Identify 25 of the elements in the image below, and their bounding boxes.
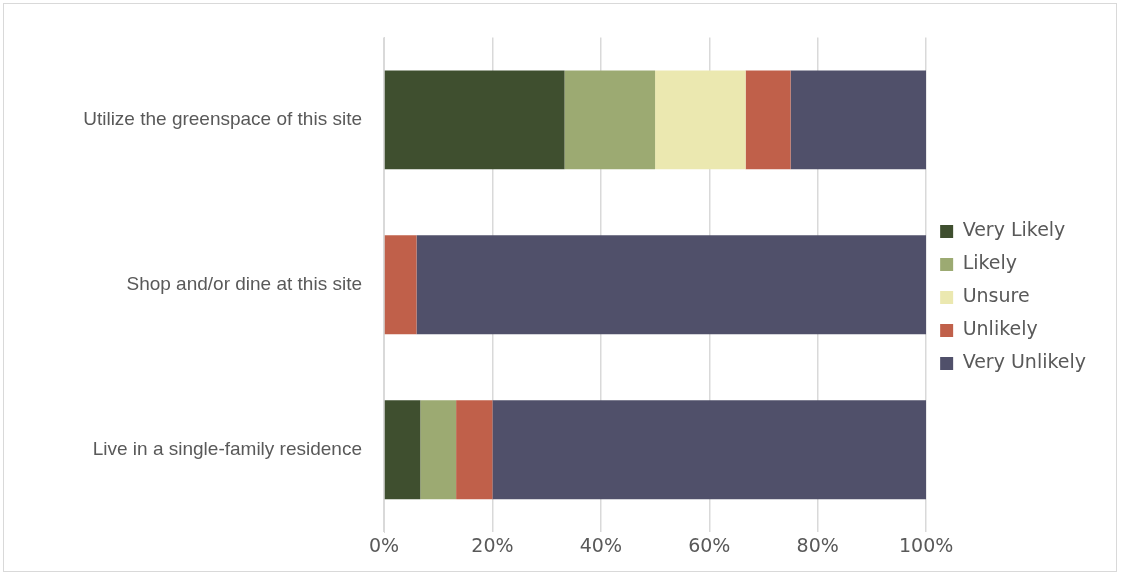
legend-label: Very Unlikely: [962, 350, 1087, 373]
bar: [655, 70, 746, 170]
bar: [456, 400, 493, 500]
legend-label: Unlikely: [962, 317, 1038, 340]
bar: [790, 70, 927, 170]
x-tick-label: 40%: [579, 533, 622, 556]
bar: [384, 400, 421, 500]
y-tick-label: Live in a single-family residence: [92, 437, 362, 459]
bar: [384, 235, 417, 335]
x-tick-label: 60%: [688, 533, 731, 556]
bar: [384, 70, 565, 170]
bar: [745, 70, 791, 170]
legend-label: Likely: [962, 251, 1018, 274]
x-tick-label: 0%: [368, 533, 400, 556]
y-tick-label: Shop and/or dine at this site: [126, 273, 362, 295]
legend-label: Unsure: [962, 284, 1030, 307]
x-tick-label: 20%: [471, 533, 514, 556]
x-tick-label: 80%: [796, 533, 839, 556]
y-tick-label: Utilize the greenspace of this site: [83, 108, 362, 130]
x-tick-label: 100%: [898, 533, 954, 556]
bar: [564, 70, 656, 170]
bar: [492, 400, 927, 500]
bar: [420, 400, 457, 500]
legend-label: Very Likely: [962, 218, 1066, 241]
bar: [416, 235, 927, 335]
